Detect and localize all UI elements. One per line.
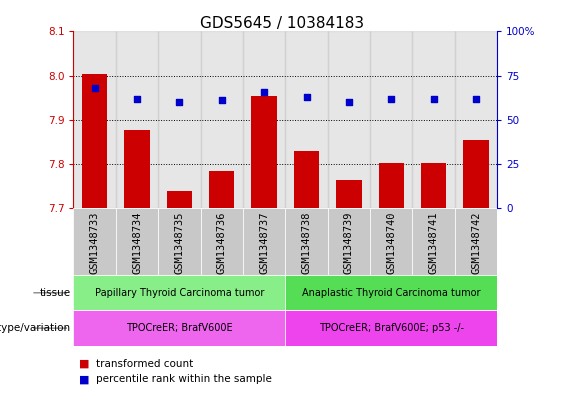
- Bar: [243, 31, 285, 208]
- Text: ■: ■: [79, 358, 90, 369]
- Bar: [370, 208, 412, 275]
- Bar: [124, 130, 150, 208]
- Text: percentile rank within the sample: percentile rank within the sample: [96, 374, 272, 384]
- Text: transformed count: transformed count: [96, 358, 193, 369]
- Text: GSM1348737: GSM1348737: [259, 212, 269, 274]
- Bar: [412, 208, 455, 275]
- Text: ■: ■: [79, 374, 90, 384]
- Bar: [328, 31, 370, 208]
- Bar: [82, 74, 107, 208]
- Bar: [158, 208, 201, 275]
- Text: TPOCreER; BrafV600E; p53 -/-: TPOCreER; BrafV600E; p53 -/-: [319, 323, 464, 333]
- Point: [259, 88, 269, 95]
- Text: GSM1348736: GSM1348736: [217, 212, 227, 274]
- Point: [429, 95, 438, 102]
- Bar: [412, 31, 455, 208]
- Bar: [158, 31, 201, 208]
- Text: TPOCreER; BrafV600E: TPOCreER; BrafV600E: [126, 323, 233, 333]
- Bar: [116, 31, 158, 208]
- Bar: [463, 140, 489, 208]
- Bar: [455, 31, 497, 208]
- Point: [302, 94, 311, 100]
- Bar: [294, 151, 319, 208]
- Text: tissue: tissue: [40, 288, 71, 298]
- Text: Papillary Thyroid Carcinoma tumor: Papillary Thyroid Carcinoma tumor: [95, 288, 264, 298]
- Text: GSM1348738: GSM1348738: [302, 212, 311, 274]
- Bar: [421, 163, 446, 208]
- Bar: [328, 208, 370, 275]
- Bar: [336, 180, 362, 208]
- Text: genotype/variation: genotype/variation: [0, 323, 71, 333]
- Point: [132, 95, 141, 102]
- Text: GSM1348740: GSM1348740: [386, 212, 396, 274]
- Bar: [251, 95, 277, 208]
- Text: GSM1348734: GSM1348734: [132, 212, 142, 274]
- Bar: [455, 208, 497, 275]
- Bar: [73, 208, 116, 275]
- Bar: [201, 208, 243, 275]
- Text: GDS5645 / 10384183: GDS5645 / 10384183: [201, 16, 364, 31]
- Bar: [73, 31, 116, 208]
- Bar: [285, 275, 497, 310]
- Bar: [370, 31, 412, 208]
- Text: GSM1348742: GSM1348742: [471, 212, 481, 274]
- Text: GSM1348733: GSM1348733: [90, 212, 99, 274]
- Point: [471, 95, 480, 102]
- Bar: [285, 208, 328, 275]
- Bar: [379, 163, 404, 208]
- Bar: [167, 191, 192, 208]
- Text: GSM1348739: GSM1348739: [344, 212, 354, 274]
- Text: GSM1348735: GSM1348735: [175, 212, 184, 274]
- Bar: [73, 310, 285, 346]
- Point: [217, 97, 226, 104]
- Bar: [116, 208, 158, 275]
- Text: Anaplastic Thyroid Carcinoma tumor: Anaplastic Thyroid Carcinoma tumor: [302, 288, 480, 298]
- Bar: [285, 310, 497, 346]
- Bar: [201, 31, 243, 208]
- Bar: [243, 208, 285, 275]
- Bar: [73, 275, 285, 310]
- Point: [175, 99, 184, 105]
- Point: [344, 99, 354, 105]
- Text: GSM1348741: GSM1348741: [429, 212, 438, 274]
- Point: [386, 95, 396, 102]
- Bar: [209, 171, 234, 208]
- Bar: [285, 31, 328, 208]
- Point: [90, 85, 99, 91]
